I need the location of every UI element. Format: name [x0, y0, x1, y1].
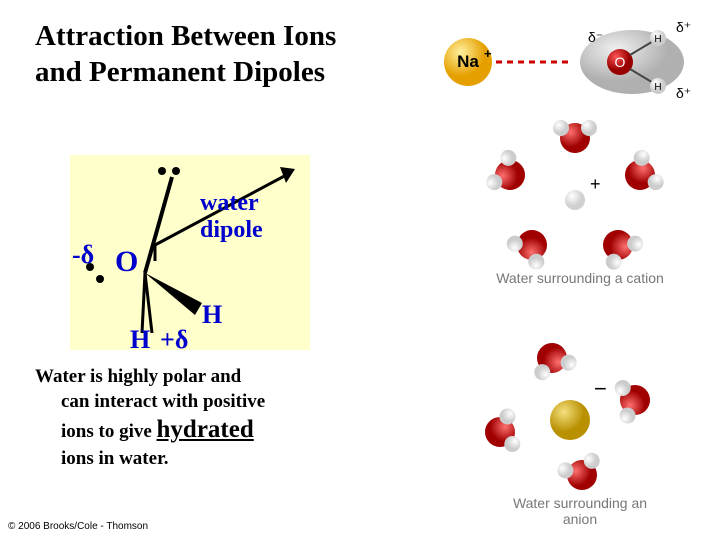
hydrated-word: hydrated: [157, 416, 254, 443]
water-label: water: [200, 190, 259, 217]
svg-text:H: H: [654, 82, 661, 93]
water-dipole-diagram: O -δ H H +δ water dipole: [70, 155, 310, 350]
oxygen-label: O: [115, 245, 138, 279]
dipole-label: dipole: [200, 217, 263, 244]
svg-text:δ⁺: δ⁺: [676, 85, 691, 100]
svg-text:O: O: [615, 54, 626, 70]
na-water-attraction: Na + O H H δ⁻ δ⁺ δ⁺: [440, 20, 700, 100]
h2-label: H: [130, 325, 150, 355]
body-text: Water is highly polar and can interact w…: [35, 365, 375, 472]
anion-caption: Water surrounding an anion: [495, 495, 665, 527]
svg-text:−: −: [594, 376, 607, 401]
cation-svg: +: [470, 120, 680, 280]
body-l3a: ions to give: [35, 421, 157, 442]
title-line1: Attraction Between Ions: [35, 20, 336, 52]
h1-label: H: [202, 300, 222, 330]
dipole-svg: [70, 155, 310, 350]
svg-text:δ⁺: δ⁺: [676, 20, 691, 35]
svg-text:δ⁻: δ⁻: [588, 29, 603, 45]
pos-delta-label: +δ: [160, 325, 188, 355]
body-l4: ions in water.: [35, 448, 169, 469]
body-l1: Water is highly polar and: [35, 366, 241, 387]
page-title: Attraction Between Ions and Permanent Di…: [35, 18, 336, 91]
anion-svg: −: [470, 340, 680, 500]
title-line2: and Permanent Dipoles: [35, 56, 325, 88]
cation-caption: Water surrounding a cation: [490, 270, 670, 286]
copyright: © 2006 Brooks/Cole - Thomson: [8, 521, 148, 532]
svg-text:H: H: [654, 34, 661, 45]
svg-text:+: +: [590, 174, 601, 194]
neg-delta-label: -δ: [72, 240, 94, 270]
na-dipole-svg: Na + O H H δ⁻ δ⁺ δ⁺: [440, 20, 700, 100]
svg-text:+: +: [484, 46, 492, 61]
svg-text:Na: Na: [457, 52, 479, 71]
body-l2: can interact with positive: [35, 391, 265, 412]
